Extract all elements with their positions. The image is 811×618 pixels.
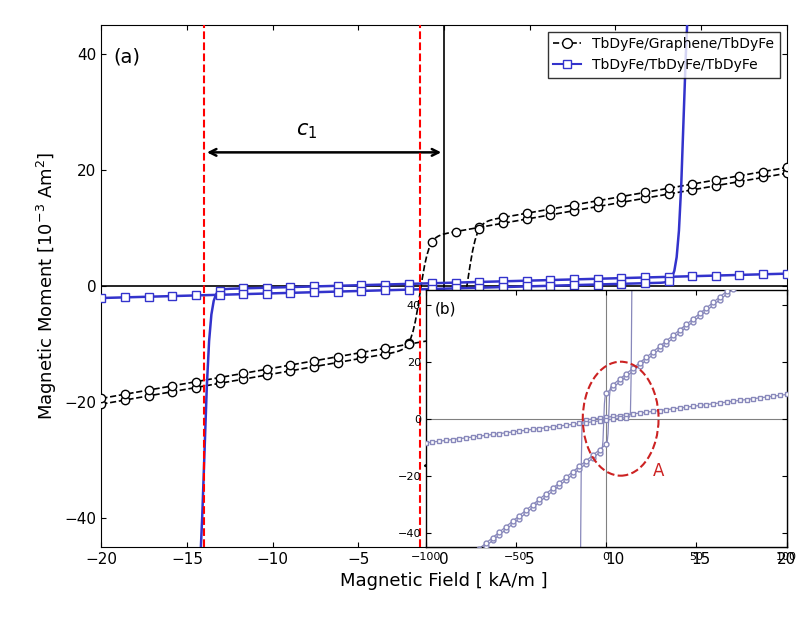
Text: $c_1$: $c_1$ [296, 121, 318, 141]
Y-axis label: Magnetic Moment $[10^{-3}$ Am$^2]$: Magnetic Moment $[10^{-3}$ Am$^2]$ [35, 151, 59, 420]
Text: (b): (b) [435, 302, 457, 317]
X-axis label: Magnetic Field [ kA/m ]: Magnetic Field [ kA/m ] [340, 572, 548, 590]
Text: A: A [653, 462, 664, 480]
Legend: TbDyFe/Graphene/TbDyFe, TbDyFe/TbDyFe/TbDyFe: TbDyFe/Graphene/TbDyFe, TbDyFe/TbDyFe/Tb… [547, 32, 779, 78]
Text: (a): (a) [114, 48, 140, 67]
Text: $c_2$: $c_2$ [470, 475, 487, 493]
